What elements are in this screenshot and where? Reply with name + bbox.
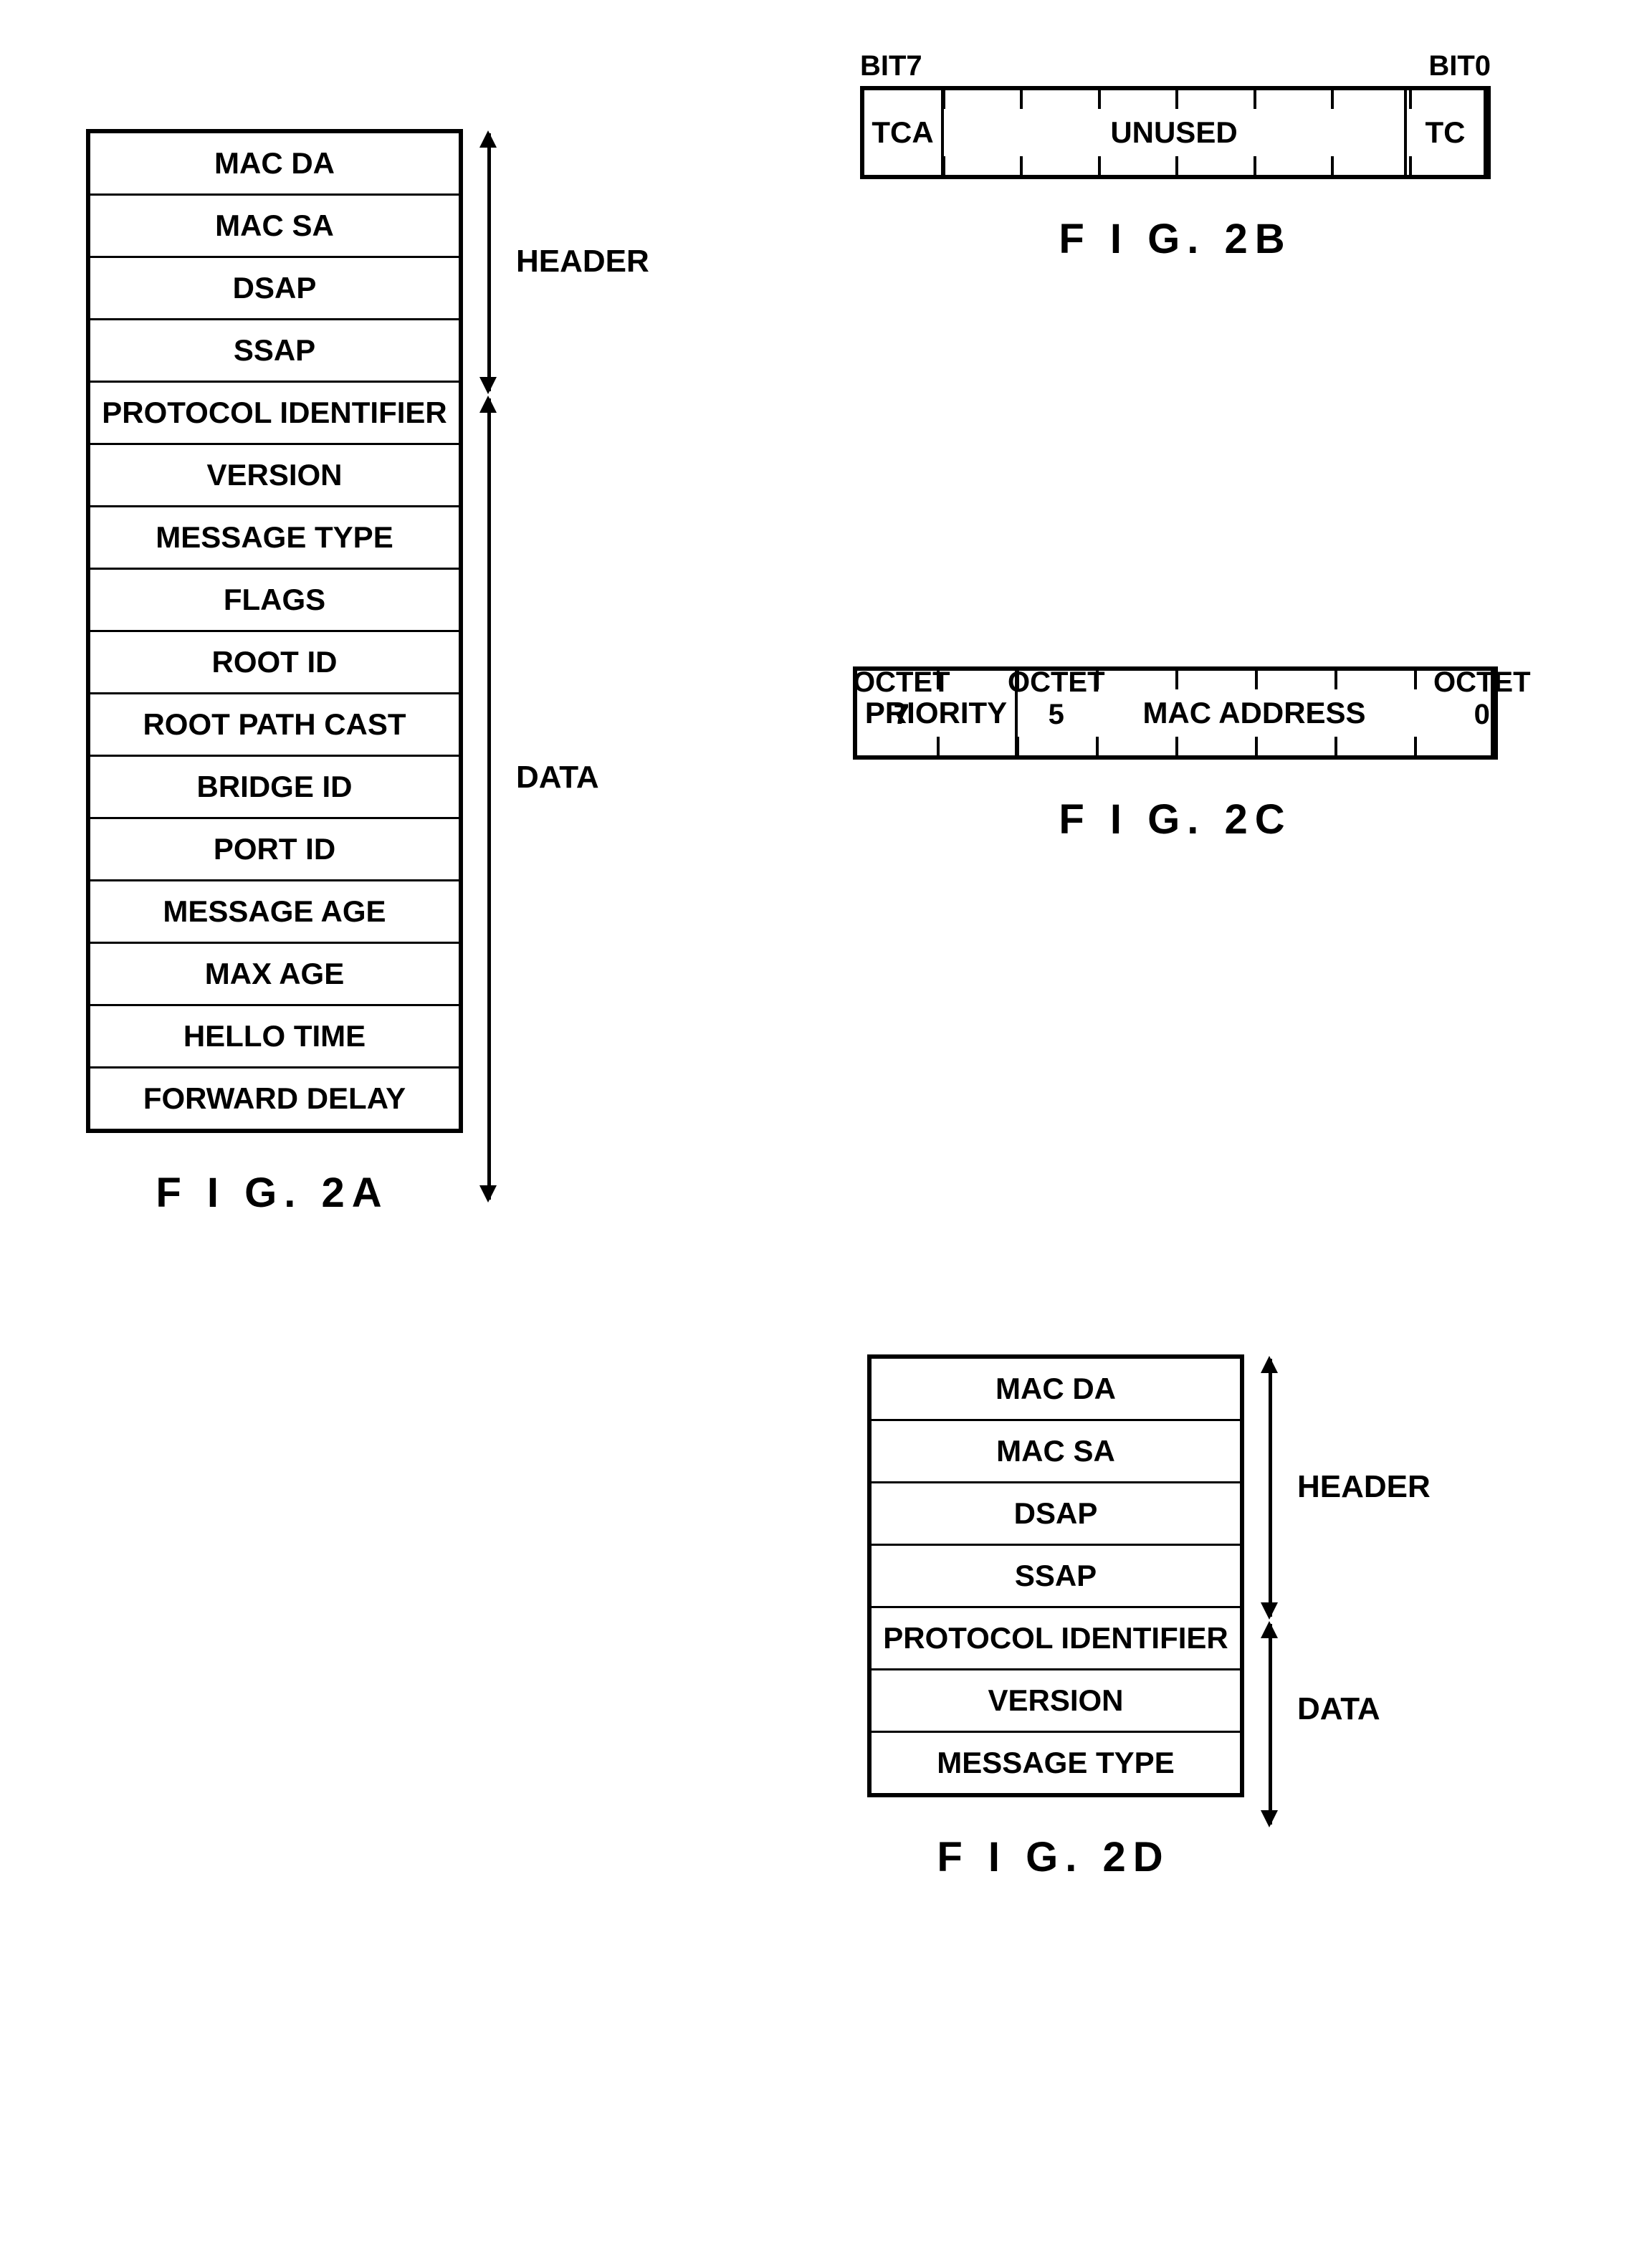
field-cell: PROTOCOL IDENTIFIER — [88, 382, 461, 444]
field-cell: VERSION — [88, 444, 461, 507]
field-cell: MAX AGE — [88, 943, 461, 1005]
fig-2d-table: MAC DAMAC SADSAPSSAPPROTOCOL IDENTIFIERV… — [867, 1354, 1244, 1797]
fig-2d-caption: F I G. 2D — [867, 1833, 1240, 1881]
field-cell: SSAP — [869, 1545, 1242, 1607]
field-cell: MAC SA — [88, 195, 461, 257]
fig-2b-caption: F I G. 2B — [860, 215, 1491, 263]
field-cell: PORT ID — [88, 818, 461, 881]
fig-2a-table: MAC DAMAC SADSAPSSAPPROTOCOL IDENTIFIERV… — [86, 129, 463, 1133]
field-cell: SSAP — [88, 320, 461, 382]
field-cell: BRIDGE ID — [88, 756, 461, 818]
fig-2c: OCTET7OCTET5OCTET0 PRIORITYMAC ADDRESS F… — [853, 595, 1498, 843]
field-cell: PROTOCOL IDENTIFIER — [869, 1607, 1242, 1670]
fig-2a-header-label: HEADER — [516, 244, 649, 279]
fig-2c-caption: F I G. 2C — [853, 795, 1498, 843]
field-cell: MAC DA — [88, 131, 461, 195]
fig-2a-caption: F I G. 2A — [86, 1169, 459, 1217]
field-cell: MAC DA — [869, 1357, 1242, 1420]
field-cell: FLAGS — [88, 569, 461, 631]
fig-2b: BIT7 BIT0 TCAUNUSEDTC F I G. 2B — [860, 86, 1491, 263]
field-cell: ROOT ID — [88, 631, 461, 694]
field-cell: MAC SA — [869, 1420, 1242, 1483]
field-cell: ROOT PATH CAST — [88, 694, 461, 756]
bit-segment: TCA — [864, 90, 944, 175]
field-cell: FORWARD DELAY — [88, 1068, 461, 1132]
field-cell: MESSAGE AGE — [88, 881, 461, 943]
fig-2b-bitbox: TCAUNUSEDTC — [860, 86, 1491, 179]
field-cell: DSAP — [869, 1483, 1242, 1545]
bit-segment: TC — [1407, 90, 1486, 175]
fig-2d: MAC DAMAC SADSAPSSAPPROTOCOL IDENTIFIERV… — [867, 1354, 1244, 1881]
fig-2c-bitbox: PRIORITYMAC ADDRESS — [853, 666, 1498, 760]
fig-2a: MAC DAMAC SADSAPSSAPPROTOCOL IDENTIFIERV… — [86, 129, 463, 1217]
fig-2b-bit7: BIT7 — [860, 50, 922, 82]
field-cell: VERSION — [869, 1670, 1242, 1732]
field-cell: MESSAGE TYPE — [869, 1732, 1242, 1796]
field-cell: HELLO TIME — [88, 1005, 461, 1068]
fig-2b-bit0: BIT0 — [1428, 50, 1491, 82]
field-cell: DSAP — [88, 257, 461, 320]
field-cell: MESSAGE TYPE — [88, 507, 461, 569]
fig-2d-header-label: HEADER — [1297, 1469, 1431, 1505]
fig-2d-data-label: DATA — [1297, 1691, 1380, 1727]
fig-2a-data-label: DATA — [516, 760, 599, 795]
